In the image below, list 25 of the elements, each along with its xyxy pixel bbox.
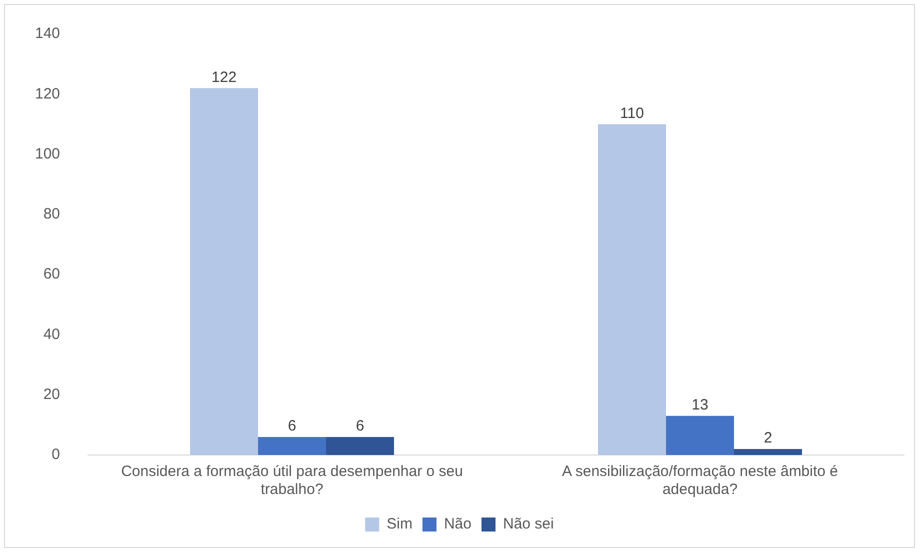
y-tick-label: 140 xyxy=(34,25,60,42)
x-tick-label: A sensibilização/formação neste âmbito é adequada? xyxy=(562,463,838,498)
data-label: 6 xyxy=(356,418,364,435)
y-tick-label: 60 xyxy=(43,266,60,283)
y-tick-label: 80 xyxy=(43,206,60,223)
bar xyxy=(258,436,326,455)
data-label: 6 xyxy=(288,418,296,435)
y-tick-label: 100 xyxy=(34,145,60,162)
data-label: 122 xyxy=(212,68,237,86)
legend-label: Sim xyxy=(386,516,412,533)
legend-label: Não sei xyxy=(502,516,554,533)
x-tick-label: Considera a formação útil para desempenhar o seu trabalho? xyxy=(121,463,463,498)
y-tick-label: 20 xyxy=(43,386,60,403)
y-tick-label: 40 xyxy=(43,326,60,343)
data-label: 2 xyxy=(764,430,772,447)
bar xyxy=(190,88,258,455)
y-tick-label: 0 xyxy=(52,446,60,464)
bar xyxy=(326,436,394,455)
bar xyxy=(598,124,666,455)
legend-label: Não xyxy=(444,516,472,533)
bar xyxy=(734,448,802,455)
data-label: 110 xyxy=(620,104,644,122)
y-tick-label: 120 xyxy=(34,85,60,102)
bar xyxy=(666,416,734,455)
data-label: 13 xyxy=(692,396,708,414)
